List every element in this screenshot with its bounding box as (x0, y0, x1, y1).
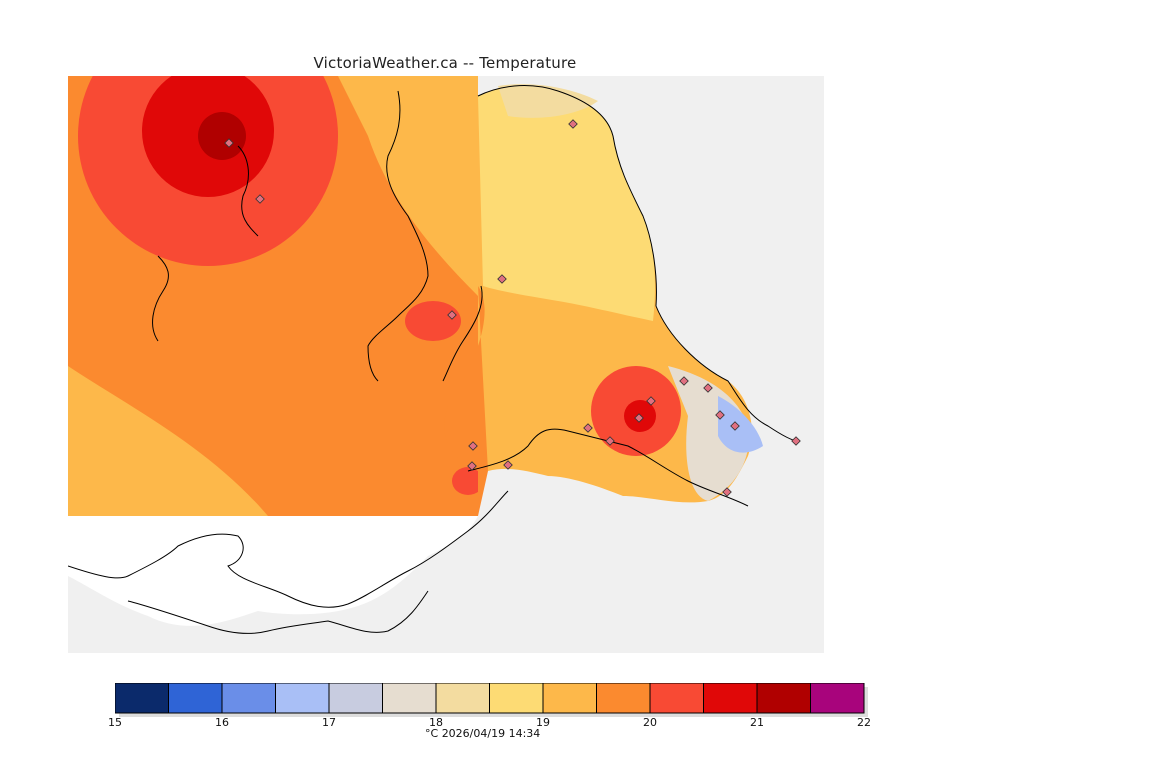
station-marker (467, 461, 477, 471)
east-contour-field (405, 84, 763, 516)
coastlines (68, 85, 799, 634)
station-marker (703, 383, 713, 393)
color-scale-legend (114, 682, 875, 743)
legend-swatch (221, 682, 276, 714)
station-marker (583, 423, 593, 433)
station-marker (722, 487, 732, 497)
legend-tick-label: 16 (215, 716, 229, 729)
station-marker (715, 410, 725, 420)
station-marker (255, 194, 265, 204)
legend-swatch (114, 682, 169, 714)
temperature-map (68, 76, 824, 653)
legend-tick-label: 19 (536, 716, 550, 729)
map-title: VictoriaWeather.ca -- Temperature (313, 54, 577, 72)
legend-tick-label: 21 (750, 716, 764, 729)
station-marker (468, 441, 478, 451)
station-marker (634, 413, 644, 423)
legend-swatch (275, 682, 330, 714)
legend-swatch (810, 682, 865, 714)
legend-swatch (596, 682, 651, 714)
weather-stations (224, 119, 801, 497)
station-marker (646, 396, 656, 406)
unit-label: °C (425, 727, 439, 740)
legend-swatch (328, 682, 383, 714)
legend-tick-label: 18 (429, 716, 443, 729)
legend-tick-label: 17 (322, 716, 336, 729)
station-marker (497, 274, 507, 284)
legend-tick-label: 15 (108, 716, 122, 729)
legend-tick-label: 20 (643, 716, 657, 729)
station-marker (791, 436, 801, 446)
legend-swatch (542, 682, 597, 714)
station-marker (605, 436, 615, 446)
legend-caption: °C 2026/04/19 14:34 (425, 727, 540, 740)
station-marker (568, 119, 578, 129)
strait-water (68, 516, 478, 626)
legend-swatch (435, 682, 490, 714)
west-contour-field (68, 76, 478, 516)
legend-swatch (168, 682, 223, 714)
timestamp-label: 2026/04/19 14:34 (441, 727, 541, 740)
station-marker (730, 421, 740, 431)
legend-swatch (489, 682, 544, 714)
legend-tick-label: 22 (857, 716, 871, 729)
legend-swatch (756, 682, 811, 714)
station-marker (679, 376, 689, 386)
legend-swatch (649, 682, 704, 714)
legend-swatch (703, 682, 758, 714)
station-marker (503, 460, 513, 470)
station-marker (447, 310, 457, 320)
station-marker (224, 138, 234, 148)
legend-swatch (382, 682, 437, 714)
